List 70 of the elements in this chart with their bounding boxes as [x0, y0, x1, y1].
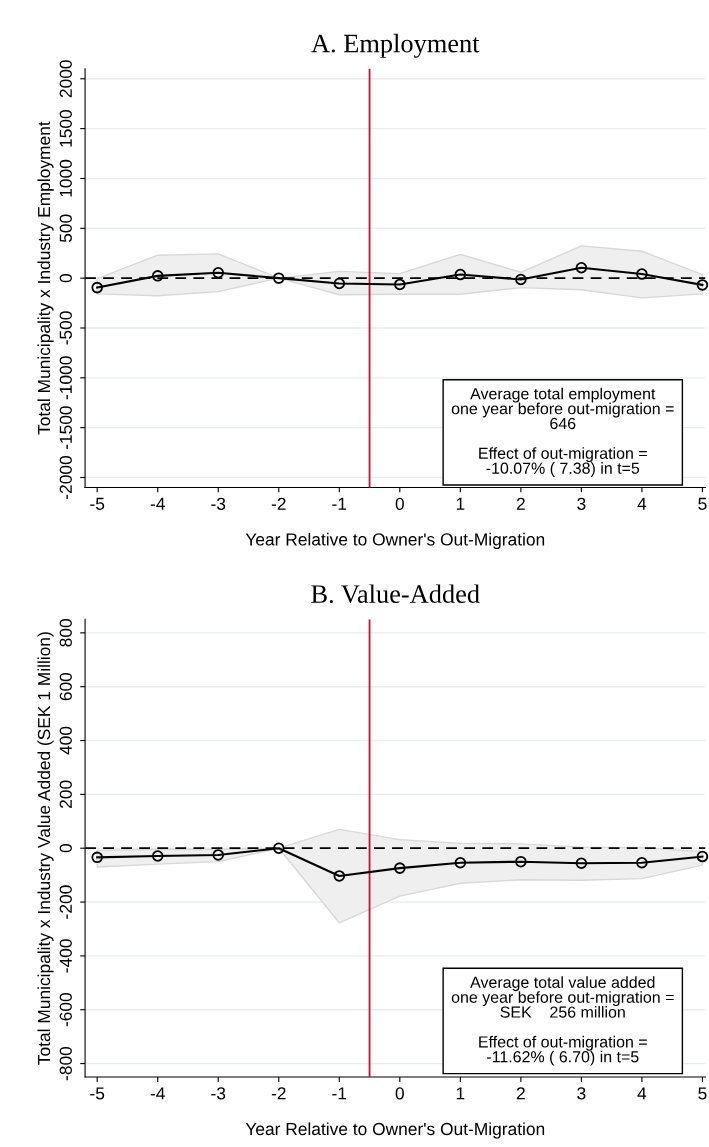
y-tick-label: 200	[59, 780, 72, 808]
y-tick-label: 2000	[59, 60, 72, 98]
y-tick-label: 600	[59, 672, 72, 701]
point	[696, 850, 709, 863]
point	[575, 262, 588, 274]
y-tick-label: 400	[59, 726, 72, 755]
y-tick-label: 800	[59, 619, 72, 647]
x-tick-label: -4	[150, 1087, 165, 1100]
y-axis-title: Total Municipality x Industry Employment	[37, 121, 54, 435]
x-tick-label: 2	[516, 1087, 525, 1100]
annotation: Average total value added one year before out-migration = SEK 256 million Effect of out-migration = -11.62% ( 6.70) in t=5	[451, 976, 674, 1066]
x-tick-label: 0	[395, 497, 404, 510]
y-axis-title: Total Municipality x Industry Value Added (SEK 1 Million)	[37, 632, 54, 1065]
x-tick-label: -1	[332, 1087, 347, 1100]
annotation: Average total employment one year before out-migration = 646 Effect of out-migration = -10.07% ( 7.38) in t=5	[451, 387, 674, 477]
point	[515, 855, 527, 868]
y-tick-label: -600	[59, 993, 72, 1027]
x-tick-label: 1	[456, 1087, 465, 1100]
x-tick-label: 2	[516, 497, 525, 510]
point	[91, 281, 103, 294]
point	[212, 849, 224, 861]
x-tick-label: -3	[211, 497, 226, 510]
x-tick-label: 4	[637, 497, 647, 510]
point	[91, 851, 103, 864]
x-tick-label: 5	[698, 1087, 707, 1100]
point	[333, 870, 346, 882]
y-tick-label: 500	[59, 214, 72, 243]
point	[515, 273, 527, 286]
y-tick-label: -2000	[59, 455, 72, 499]
point	[272, 842, 285, 854]
point	[151, 850, 164, 862]
point	[454, 268, 467, 281]
y-tick-label: -800	[59, 1046, 72, 1081]
x-axis-title: Year Relative to Owner's Out-Migration	[245, 1122, 545, 1139]
point	[151, 270, 164, 282]
point	[636, 856, 648, 869]
y-tick-label: 0	[59, 844, 72, 853]
y-tick-label: -500	[59, 311, 72, 345]
x-tick-label: 0	[395, 1087, 404, 1100]
y-tick-label: -1500	[59, 406, 72, 450]
y-tick-label: 1000	[59, 159, 72, 197]
x-tick-label: 1	[456, 497, 465, 510]
x-tick-label: -4	[150, 497, 165, 510]
y-tick-label: -400	[59, 939, 72, 973]
x-tick-label: 4	[637, 1087, 647, 1100]
x-tick-label: -5	[90, 497, 105, 510]
point	[636, 268, 648, 280]
x-tick-label: -2	[271, 1087, 286, 1100]
point	[333, 277, 346, 290]
x-tick-label: -5	[90, 1087, 105, 1100]
point	[272, 272, 285, 284]
point	[212, 266, 224, 279]
y-tick-label: 0	[59, 274, 72, 283]
point	[696, 279, 709, 291]
y-tick-label: 1500	[59, 109, 72, 147]
chart-title: B. Value-Added	[311, 584, 480, 604]
y-tick-label: -1000	[59, 356, 72, 400]
x-axis-title: Year Relative to Owner's Out-Migration	[245, 532, 545, 550]
point	[575, 857, 588, 870]
x-tick-label: 5	[698, 497, 707, 510]
x-tick-label: 3	[577, 497, 586, 510]
y-tick-label: -200	[59, 885, 72, 919]
point	[394, 862, 406, 874]
point	[394, 278, 406, 291]
x-tick-label: -2	[271, 497, 286, 510]
x-tick-label: -1	[332, 497, 347, 510]
x-tick-label: -3	[211, 1087, 226, 1100]
point	[454, 856, 467, 869]
chart-title: A. Employment	[311, 33, 480, 58]
x-tick-label: 3	[577, 1087, 586, 1100]
